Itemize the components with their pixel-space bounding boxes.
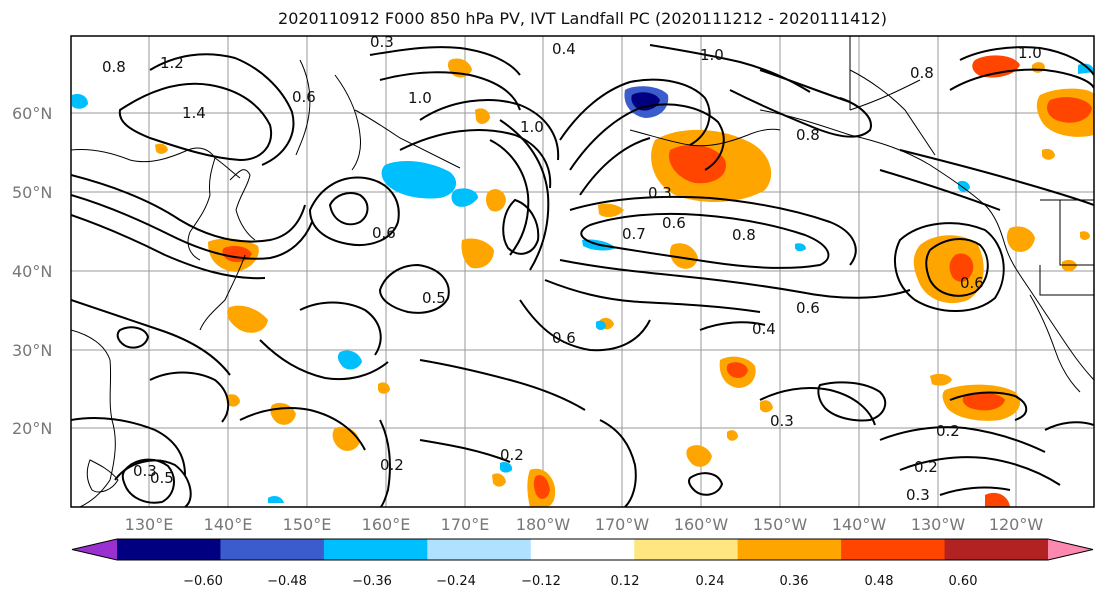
lon-label: 160°W: [674, 515, 729, 534]
lon-label: 140°E: [204, 515, 253, 534]
colorbar-outline: [71, 538, 1094, 561]
contour-label: 1.0: [700, 46, 724, 64]
contour-label: 0.3: [370, 33, 394, 51]
contour-label: 0.4: [552, 40, 576, 58]
lon-label: 140°W: [832, 515, 887, 534]
contour-label: 0.2: [380, 456, 404, 474]
contour-label: 0.2: [914, 458, 938, 476]
lon-label: 180°W: [516, 515, 571, 534]
contour-label: 0.8: [796, 126, 820, 144]
lon-label: 150°E: [283, 515, 332, 534]
colorbar-segment: [117, 539, 221, 560]
contour-label: 0.6: [292, 88, 316, 106]
colorbar-tick-label: −0.60: [183, 574, 223, 589]
contour-label: 1.0: [520, 118, 544, 136]
colorbar-tick-label: −0.24: [436, 574, 476, 589]
contour-label: 1.2: [160, 54, 184, 72]
colorbar-tick-label: −0.12: [521, 574, 561, 589]
contour-label: 0.6: [662, 214, 686, 232]
colorbar: [71, 538, 1094, 561]
lon-label: 160°E: [362, 515, 411, 534]
contour-label: 0.6: [372, 224, 396, 242]
contour-label: 0.5: [150, 469, 174, 487]
lat-label: 40°N: [12, 262, 52, 281]
contour-label: 0.6: [796, 299, 820, 317]
contour-label: 0.8: [102, 58, 126, 76]
lat-label: 60°N: [12, 104, 52, 123]
contour-label: 0.6: [552, 329, 576, 347]
colorbar-segment: [944, 539, 1049, 560]
lon-label: 130°E: [125, 515, 174, 534]
colorbar-tick-labels: −0.60 −0.48 −0.36 −0.24 −0.12 0.12 0.24 …: [183, 574, 977, 589]
contour-label: 1.0: [408, 89, 432, 107]
colorbar-segment: [220, 539, 325, 560]
contour-label: 0.8: [910, 64, 934, 82]
contour-label: 0.8: [732, 226, 756, 244]
contour-label: 0.3: [648, 184, 672, 202]
lat-label: 30°N: [12, 341, 52, 360]
lon-label: 120°W: [989, 515, 1044, 534]
colorbar-segment: [841, 539, 946, 560]
contour-label: 0.7: [622, 225, 646, 243]
colorbar-tick-label: 0.36: [780, 574, 809, 589]
lon-label: 170°E: [441, 515, 490, 534]
colorbar-segment: [634, 539, 739, 560]
contour-label: 0.5: [422, 289, 446, 307]
colorbar-segment: [427, 539, 532, 560]
lon-label: 170°W: [595, 515, 650, 534]
colorbar-tick-label: 0.48: [865, 574, 894, 589]
contour-label: 0.4: [752, 320, 776, 338]
contour-label: 0.3: [906, 486, 930, 504]
contour-label: 1.4: [182, 104, 206, 122]
colorbar-segment: [530, 539, 635, 560]
negative-shading: [72, 63, 1094, 503]
colorbar-extend-low: [72, 539, 117, 560]
contour-label: 0.6: [960, 274, 984, 292]
lat-label: 20°N: [12, 419, 52, 438]
contour-label: 0.3: [133, 462, 157, 480]
map-title: 2020110912 F000 850 hPa PV, IVT Landfall…: [278, 9, 887, 28]
colorbar-extend-high: [1048, 539, 1093, 560]
colorbar-tick-label: −0.48: [267, 574, 307, 589]
lon-label: 150°W: [753, 515, 808, 534]
colorbar-tick-label: 0.60: [949, 574, 978, 589]
colorbar-tick-label: 0.24: [696, 574, 725, 589]
longitude-labels: 130°E 140°E 150°E 160°E 170°E 180°W 170°…: [125, 515, 1044, 534]
contour-label: 1.0: [1018, 44, 1042, 62]
lon-label: 130°W: [911, 515, 966, 534]
pv-contours: [71, 44, 1094, 507]
colorbar-segment: [323, 539, 428, 560]
colorbar-tick-label: −0.36: [352, 574, 392, 589]
colorbar-segment: [737, 539, 842, 560]
lat-label: 50°N: [12, 183, 52, 202]
contour-label: 0.2: [500, 446, 524, 464]
colorbar-tick-label: 0.12: [611, 574, 640, 589]
contour-label: 0.2: [936, 422, 960, 440]
map-frame: [70, 35, 1095, 508]
latitude-labels: 60°N 50°N 40°N 30°N 20°N: [12, 104, 52, 438]
contour-label: 0.3: [770, 412, 794, 430]
contour-labels: 1.2 0.8 0.3 0.4 1.0 1.0 0.8 1.4 0.6 1.0 …: [102, 33, 1042, 504]
